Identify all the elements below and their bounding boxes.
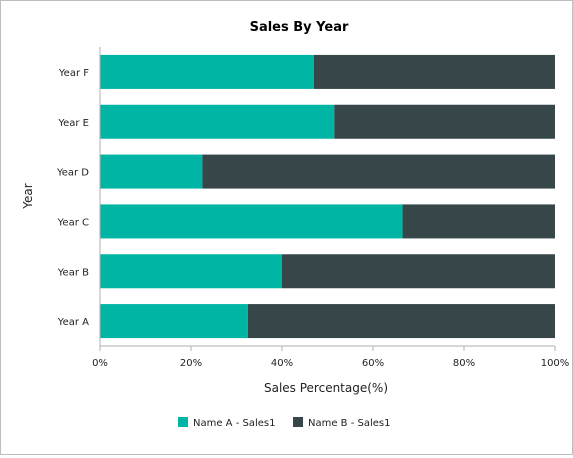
legend-label: Name A - Sales1 <box>193 418 275 429</box>
x-tick-label: 40% <box>271 358 293 369</box>
y-tick-label: Year B <box>57 267 89 278</box>
bar-year-d-series-2 <box>202 154 556 189</box>
x-axis-title: Sales Percentage(%) <box>264 381 388 395</box>
x-axis-ticks: 0% 20% 40% 60% 80% 100% <box>92 346 569 369</box>
bar-year-d-series-1 <box>100 154 203 189</box>
bar-year-f-series-2 <box>313 54 555 89</box>
x-tick-label: 20% <box>180 358 202 369</box>
x-tick-label: 60% <box>362 358 384 369</box>
bar-year-a-series-1 <box>100 304 248 339</box>
bar-year-e-series-1 <box>100 104 335 139</box>
x-tick-label: 0% <box>92 358 108 369</box>
x-tick-label: 80% <box>453 358 475 369</box>
bar-year-b-series-2 <box>282 254 555 289</box>
y-tick-label: Year E <box>57 118 89 129</box>
y-tick-label: Year F <box>58 68 89 79</box>
legend-swatch <box>293 417 303 427</box>
bar-year-a-series-2 <box>247 304 556 339</box>
bar-year-c-series-1 <box>100 204 403 239</box>
bar-year-f-series-1 <box>100 54 314 89</box>
x-tick-label: 100% <box>541 358 570 369</box>
bar-year-b-series-1 <box>100 254 282 289</box>
bar-year-e-series-2 <box>334 104 555 139</box>
y-axis-ticks: Year A Year B Year C Year D Year E Year F <box>56 68 89 328</box>
y-tick-label: Year D <box>56 168 89 179</box>
legend-label: Name B - Sales1 <box>308 418 391 429</box>
bar-year-c-series-2 <box>402 204 555 239</box>
y-axis-title: Year <box>21 183 35 209</box>
legend: Name A - Sales1 Name B - Sales1 <box>178 417 391 429</box>
chart-title: Sales By Year <box>250 20 349 35</box>
bars-layer <box>100 54 556 339</box>
legend-swatch <box>178 417 188 427</box>
y-tick-label: Year C <box>57 217 89 228</box>
y-tick-label: Year A <box>57 317 89 328</box>
